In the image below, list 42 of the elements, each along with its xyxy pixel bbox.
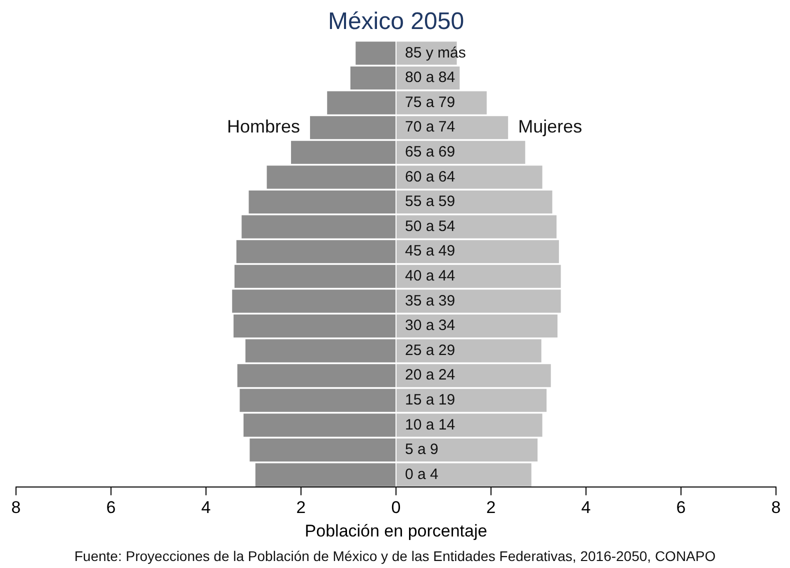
y-tick-label: 0 a 4 bbox=[405, 466, 438, 483]
bar bbox=[248, 190, 396, 214]
bar bbox=[396, 463, 532, 486]
y-tick-label: 75 a 79 bbox=[405, 94, 456, 111]
y-tick-label: 80 a 84 bbox=[405, 69, 456, 86]
series-label: Hombres bbox=[226, 116, 300, 137]
x-tick-label: 4 bbox=[581, 498, 591, 518]
bar bbox=[356, 42, 396, 65]
bar bbox=[234, 314, 396, 338]
bar bbox=[396, 190, 552, 214]
y-tick-label: 30 a 34 bbox=[405, 317, 456, 334]
x-axis-title: Población en porcentaje bbox=[304, 521, 488, 540]
x-tick-label: 6 bbox=[676, 498, 686, 518]
source-note: Fuente: Proyecciones de la Población de México y de las Entidades Federativas, 2016-2050, CONAPO bbox=[74, 548, 716, 564]
x-tick-label: 2 bbox=[486, 498, 496, 518]
y-tick-label: 35 a 39 bbox=[405, 292, 456, 310]
x-tick-label: 8 bbox=[771, 498, 781, 518]
y-tick-label: 45 a 49 bbox=[405, 242, 456, 260]
y-tick-label: 10 a 14 bbox=[405, 416, 456, 434]
y-tick-label: 65 a 69 bbox=[405, 144, 456, 161]
y-tick-label: 15 a 19 bbox=[405, 392, 456, 409]
y-tick-label: 40 a 44 bbox=[405, 268, 456, 285]
x-tick-label: 4 bbox=[201, 498, 211, 518]
bar bbox=[396, 314, 558, 338]
x-tick-label: 8 bbox=[11, 498, 21, 518]
y-tick-label: 5 a 9 bbox=[405, 441, 438, 458]
y-tick-label: 85 y más bbox=[405, 44, 466, 62]
x-tick-label: 2 bbox=[296, 498, 306, 518]
y-tick-label: 25 a 29 bbox=[405, 342, 456, 359]
x-tick-label: 0 bbox=[391, 498, 401, 518]
y-tick-label: 55 a 59 bbox=[405, 193, 456, 210]
x-tick-label: 6 bbox=[106, 498, 116, 518]
y-tick-label: 20 a 24 bbox=[405, 366, 456, 384]
series-label: Mujeres bbox=[518, 116, 582, 137]
bar bbox=[350, 66, 396, 90]
bar bbox=[396, 438, 538, 462]
y-tick-label: 50 a 54 bbox=[405, 218, 456, 235]
bar bbox=[255, 463, 396, 486]
chart-title: México 2050 bbox=[328, 8, 464, 36]
bar bbox=[250, 438, 396, 462]
y-tick-label: 60 a 64 bbox=[405, 168, 456, 186]
y-tick-label: 70 a 74 bbox=[405, 118, 456, 136]
